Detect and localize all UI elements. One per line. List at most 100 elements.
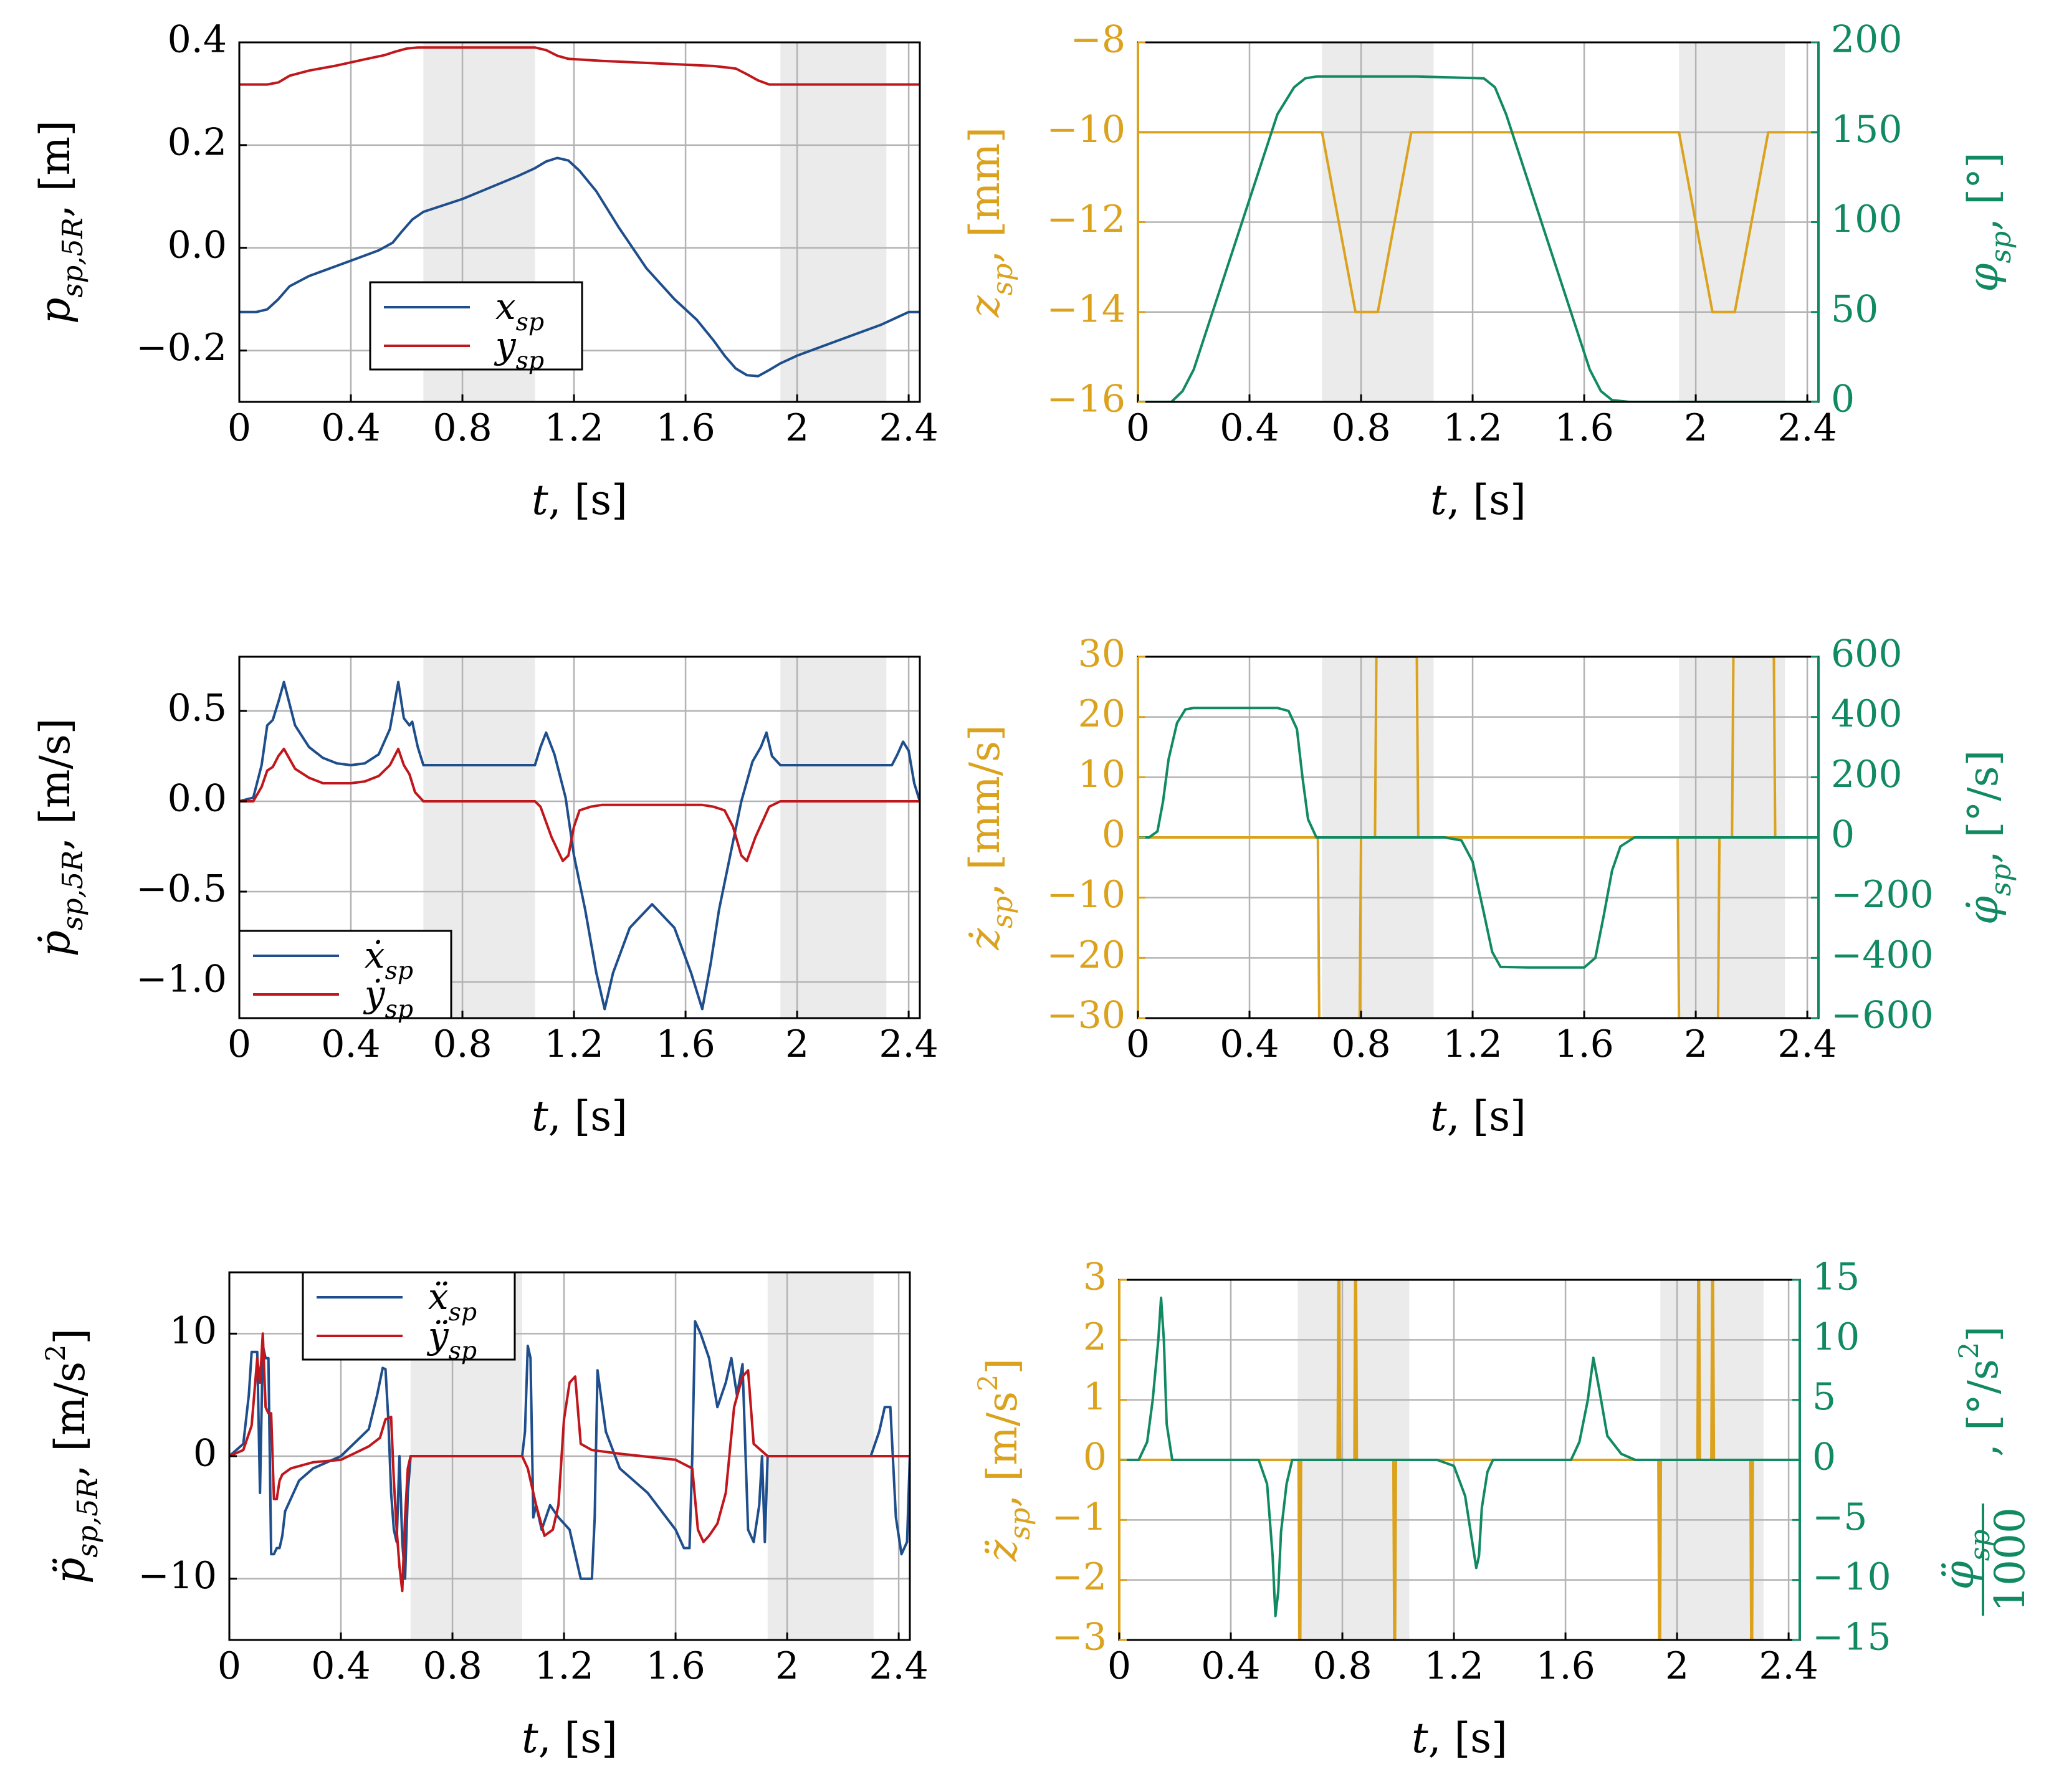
legend-label: ÿsp — [426, 1314, 477, 1365]
y2-axis-label: φsp, [°] — [1959, 152, 2017, 292]
y2-tick-label: 600 — [1831, 632, 1903, 676]
x-tick-label: 2.4 — [1777, 1022, 1837, 1066]
series-line-ẋ_sp — [239, 680, 920, 1011]
y-tick-label: −10 — [1046, 108, 1125, 151]
series-line-φ̈_sp / 1000 — [1119, 1296, 1800, 1618]
x-tick-label: 0 — [1126, 1022, 1150, 1066]
y-tick-label: 3 — [1083, 1256, 1107, 1299]
y2-tick-label: 400 — [1831, 692, 1903, 736]
y-tick-label: 30 — [1078, 632, 1125, 676]
series-line-ÿ_sp — [229, 1332, 910, 1593]
y2-tick-label: 0 — [1812, 1436, 1836, 1479]
y-tick-label: −10 — [1046, 873, 1125, 917]
x-tick-label: 0.4 — [311, 1644, 370, 1688]
series-line-x_sp — [239, 156, 920, 378]
legend-label: xsp — [495, 285, 544, 336]
legend-label: ẋsp — [365, 934, 413, 985]
y-axis-label: zsp, [mm] — [961, 127, 1019, 318]
plot-frame — [238, 655, 921, 1019]
y2-label-numerator: φ̈sp — [1935, 1530, 1996, 1590]
y2-tick-label: 200 — [1831, 753, 1903, 796]
y-tick-label: 0.0 — [168, 777, 227, 821]
x-axis-label: t, [s] — [532, 476, 628, 524]
y2-tick-label: −15 — [1812, 1616, 1891, 1659]
x-axis-label: t, [s] — [1430, 1092, 1526, 1140]
chart-vel-z-phi: 0 0.4 0.8 1.2 1.6 2 2.4 −30 −20 −10 0 10 20 30 −600 −40… — [961, 632, 2017, 1140]
y-tick-label: 0.2 — [168, 120, 227, 164]
y2-tick-label: −200 — [1831, 873, 1934, 917]
x-tick-label: 0.4 — [1201, 1644, 1260, 1688]
y-tick-label: −2 — [1052, 1555, 1107, 1599]
y2-tick-label: 0 — [1831, 813, 1855, 857]
y-tick-label: 0.4 — [168, 18, 227, 62]
x-tick-label: 2.4 — [1777, 406, 1837, 450]
x-tick-label: 0.8 — [432, 406, 492, 450]
series-line-φ_sp — [1138, 75, 1818, 402]
x-tick-label: 2 — [1684, 1022, 1708, 1066]
x-tick-label: 1.6 — [656, 1022, 715, 1066]
x-tick-label: 1.6 — [656, 406, 715, 450]
y2-axis-label: φ̇sp, [°/s] — [1959, 750, 2017, 925]
x-axis-label: t, [s] — [532, 1092, 628, 1140]
x-tick-label: 1.2 — [544, 406, 603, 450]
plot-frame — [238, 41, 921, 403]
y-tick-label: −20 — [1046, 933, 1125, 977]
series-line-ẏ_sp — [239, 747, 920, 862]
y-tick-label: −14 — [1046, 287, 1125, 331]
y-tick-label: 0 — [1083, 1436, 1107, 1479]
y2-tick-label: 15 — [1812, 1256, 1860, 1299]
legend-label: ysp — [494, 324, 544, 375]
x-tick-label: 0.4 — [1220, 406, 1279, 450]
x-tick-label: 1.2 — [1443, 406, 1502, 450]
x-tick-label: 1.2 — [1443, 1022, 1502, 1066]
x-tick-label: 0.4 — [1220, 1022, 1279, 1066]
y-tick-label: −3 — [1052, 1616, 1107, 1659]
y-tick-label: −12 — [1046, 198, 1125, 241]
y2-tick-label: −400 — [1831, 933, 1934, 977]
x-tick-label: 2 — [785, 406, 809, 450]
chart-acc-xy: 0 0.4 0.8 1.2 1.6 2 2.4 −10 0 10 t, [s] p̈sp,5R, [m… — [41, 1271, 929, 1762]
x-tick-label: 1.2 — [1424, 1644, 1483, 1688]
y-axis-label: ṗsp,5R, [m/s] — [31, 718, 89, 957]
chart-pos-z-phi: 0 0.4 0.8 1.2 1.6 2 2.4 −16 −14 −12 −10 −8 0 50 100 150… — [961, 18, 2017, 524]
x-tick-label: 2 — [1665, 1644, 1689, 1688]
x-tick-label: 1.6 — [646, 1644, 705, 1688]
y-tick-label: −16 — [1046, 378, 1125, 421]
legend-label: ẍsp — [428, 1275, 477, 1327]
y2-label-denominator: 1000 — [1986, 1507, 2034, 1612]
y-tick-label: −1.0 — [136, 958, 227, 1001]
series-line-φ̇_sp — [1138, 707, 1818, 969]
x-tick-label: 0 — [227, 406, 251, 450]
y2-tick-label: 150 — [1831, 108, 1903, 151]
shaded-interval — [780, 657, 887, 1018]
x-axis-label: t, [s] — [1412, 1714, 1507, 1762]
legend-box — [302, 1271, 516, 1361]
y-tick-label: 0.5 — [168, 687, 227, 730]
y2-label-units: , [°/s2] — [1954, 1326, 2007, 1457]
y-tick-label: 2 — [1083, 1315, 1107, 1359]
x-tick-label: 0 — [1126, 406, 1150, 450]
x-tick-label: 0.4 — [321, 1022, 380, 1066]
x-tick-label: 0.8 — [423, 1644, 482, 1688]
x-tick-label: 1.6 — [1554, 1022, 1613, 1066]
y2-tick-label: 5 — [1812, 1375, 1836, 1419]
y2-tick-label: 50 — [1831, 287, 1878, 331]
y-tick-label: 1 — [1083, 1375, 1107, 1419]
y-tick-label: 0 — [1102, 813, 1125, 857]
y-tick-label: −1 — [1052, 1495, 1107, 1539]
x-axis-label: t, [s] — [522, 1714, 618, 1762]
y2-tick-label: −600 — [1831, 994, 1934, 1037]
x-tick-label: 0.8 — [1331, 406, 1390, 450]
y-tick-label: 10 — [1078, 753, 1125, 796]
y-tick-label: 0.0 — [168, 223, 227, 267]
x-tick-label: 0 — [217, 1644, 241, 1688]
x-tick-label: 2.4 — [879, 1022, 938, 1066]
y-axis-label: żsp, [mm/s] — [961, 725, 1019, 950]
y2-tick-label: 200 — [1831, 18, 1903, 62]
series-line-z_sp — [1138, 131, 1818, 313]
